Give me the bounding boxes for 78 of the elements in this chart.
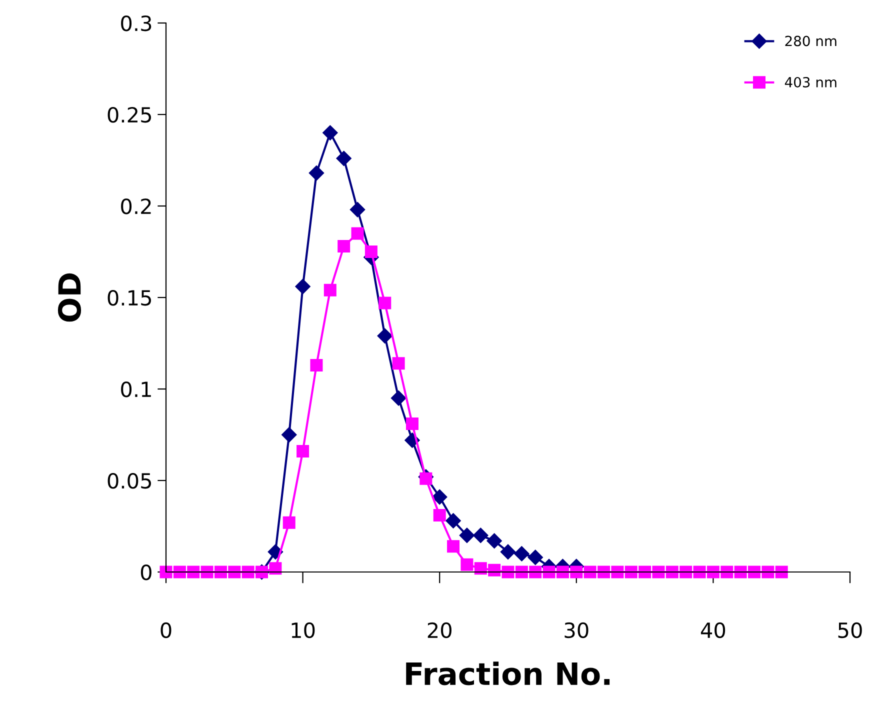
point bbox=[338, 240, 350, 253]
y-axis-title: OD bbox=[58, 273, 82, 322]
y-tick-label: 0.3 bbox=[121, 15, 152, 32]
point bbox=[447, 540, 460, 553]
point bbox=[570, 566, 583, 578]
point bbox=[296, 444, 310, 458]
x-tick-label: 50 bbox=[838, 622, 862, 638]
point bbox=[624, 566, 638, 578]
point bbox=[666, 566, 678, 578]
point bbox=[598, 566, 610, 578]
x-tick-label: 10 bbox=[292, 622, 315, 638]
point bbox=[652, 566, 665, 578]
point bbox=[173, 566, 186, 578]
point bbox=[200, 566, 214, 578]
point bbox=[378, 296, 392, 310]
point bbox=[324, 284, 336, 296]
point bbox=[433, 509, 446, 522]
point bbox=[775, 566, 788, 578]
point bbox=[529, 566, 542, 578]
y-tick-label: 0 bbox=[140, 564, 152, 580]
point bbox=[420, 472, 432, 485]
point bbox=[214, 566, 227, 578]
y-tick-label: 0.15 bbox=[108, 290, 151, 306]
point bbox=[486, 533, 502, 548]
point bbox=[680, 566, 692, 578]
point bbox=[392, 357, 405, 370]
point bbox=[282, 516, 296, 529]
point bbox=[720, 566, 734, 578]
point bbox=[460, 558, 474, 571]
legend-label: 403 nm bbox=[784, 76, 836, 88]
y-tick-label: 0.1 bbox=[121, 381, 151, 398]
point bbox=[432, 489, 448, 505]
point bbox=[706, 566, 720, 578]
point bbox=[310, 358, 323, 372]
point bbox=[187, 566, 200, 578]
x-tick-label: 40 bbox=[700, 622, 726, 638]
point bbox=[336, 150, 352, 166]
point bbox=[446, 513, 461, 528]
x-tick-label: 20 bbox=[428, 622, 452, 638]
point bbox=[584, 566, 596, 578]
point bbox=[611, 566, 624, 578]
point bbox=[748, 566, 760, 578]
point bbox=[242, 566, 254, 578]
point bbox=[734, 566, 747, 578]
x-axis-title: Fraction No. bbox=[406, 662, 610, 686]
x-tick-label: 30 bbox=[564, 622, 588, 638]
point bbox=[500, 544, 516, 560]
point bbox=[488, 564, 501, 576]
point bbox=[350, 202, 366, 218]
point bbox=[364, 246, 378, 258]
point bbox=[528, 550, 543, 565]
point bbox=[473, 528, 488, 543]
point bbox=[406, 418, 418, 430]
x-tick-label: 0 bbox=[160, 622, 172, 638]
y-tick-label: 0.2 bbox=[121, 198, 151, 214]
point bbox=[556, 566, 569, 578]
point bbox=[542, 566, 556, 578]
point bbox=[638, 566, 652, 578]
point bbox=[308, 165, 324, 181]
point bbox=[228, 566, 241, 578]
point bbox=[459, 528, 475, 543]
point bbox=[322, 125, 338, 140]
point bbox=[268, 544, 284, 560]
point bbox=[390, 390, 406, 406]
y-tick-label: 0.05 bbox=[108, 472, 151, 489]
point bbox=[282, 427, 297, 442]
point bbox=[269, 562, 282, 575]
point bbox=[515, 566, 528, 578]
point bbox=[377, 328, 392, 344]
point bbox=[514, 546, 530, 562]
point bbox=[762, 566, 774, 578]
point bbox=[693, 566, 706, 578]
y-tick-label: 0.25 bbox=[108, 106, 151, 123]
point bbox=[295, 278, 310, 294]
point bbox=[502, 566, 514, 578]
legend-label: 280 nm bbox=[785, 36, 836, 46]
point bbox=[474, 562, 487, 575]
point bbox=[351, 227, 364, 240]
